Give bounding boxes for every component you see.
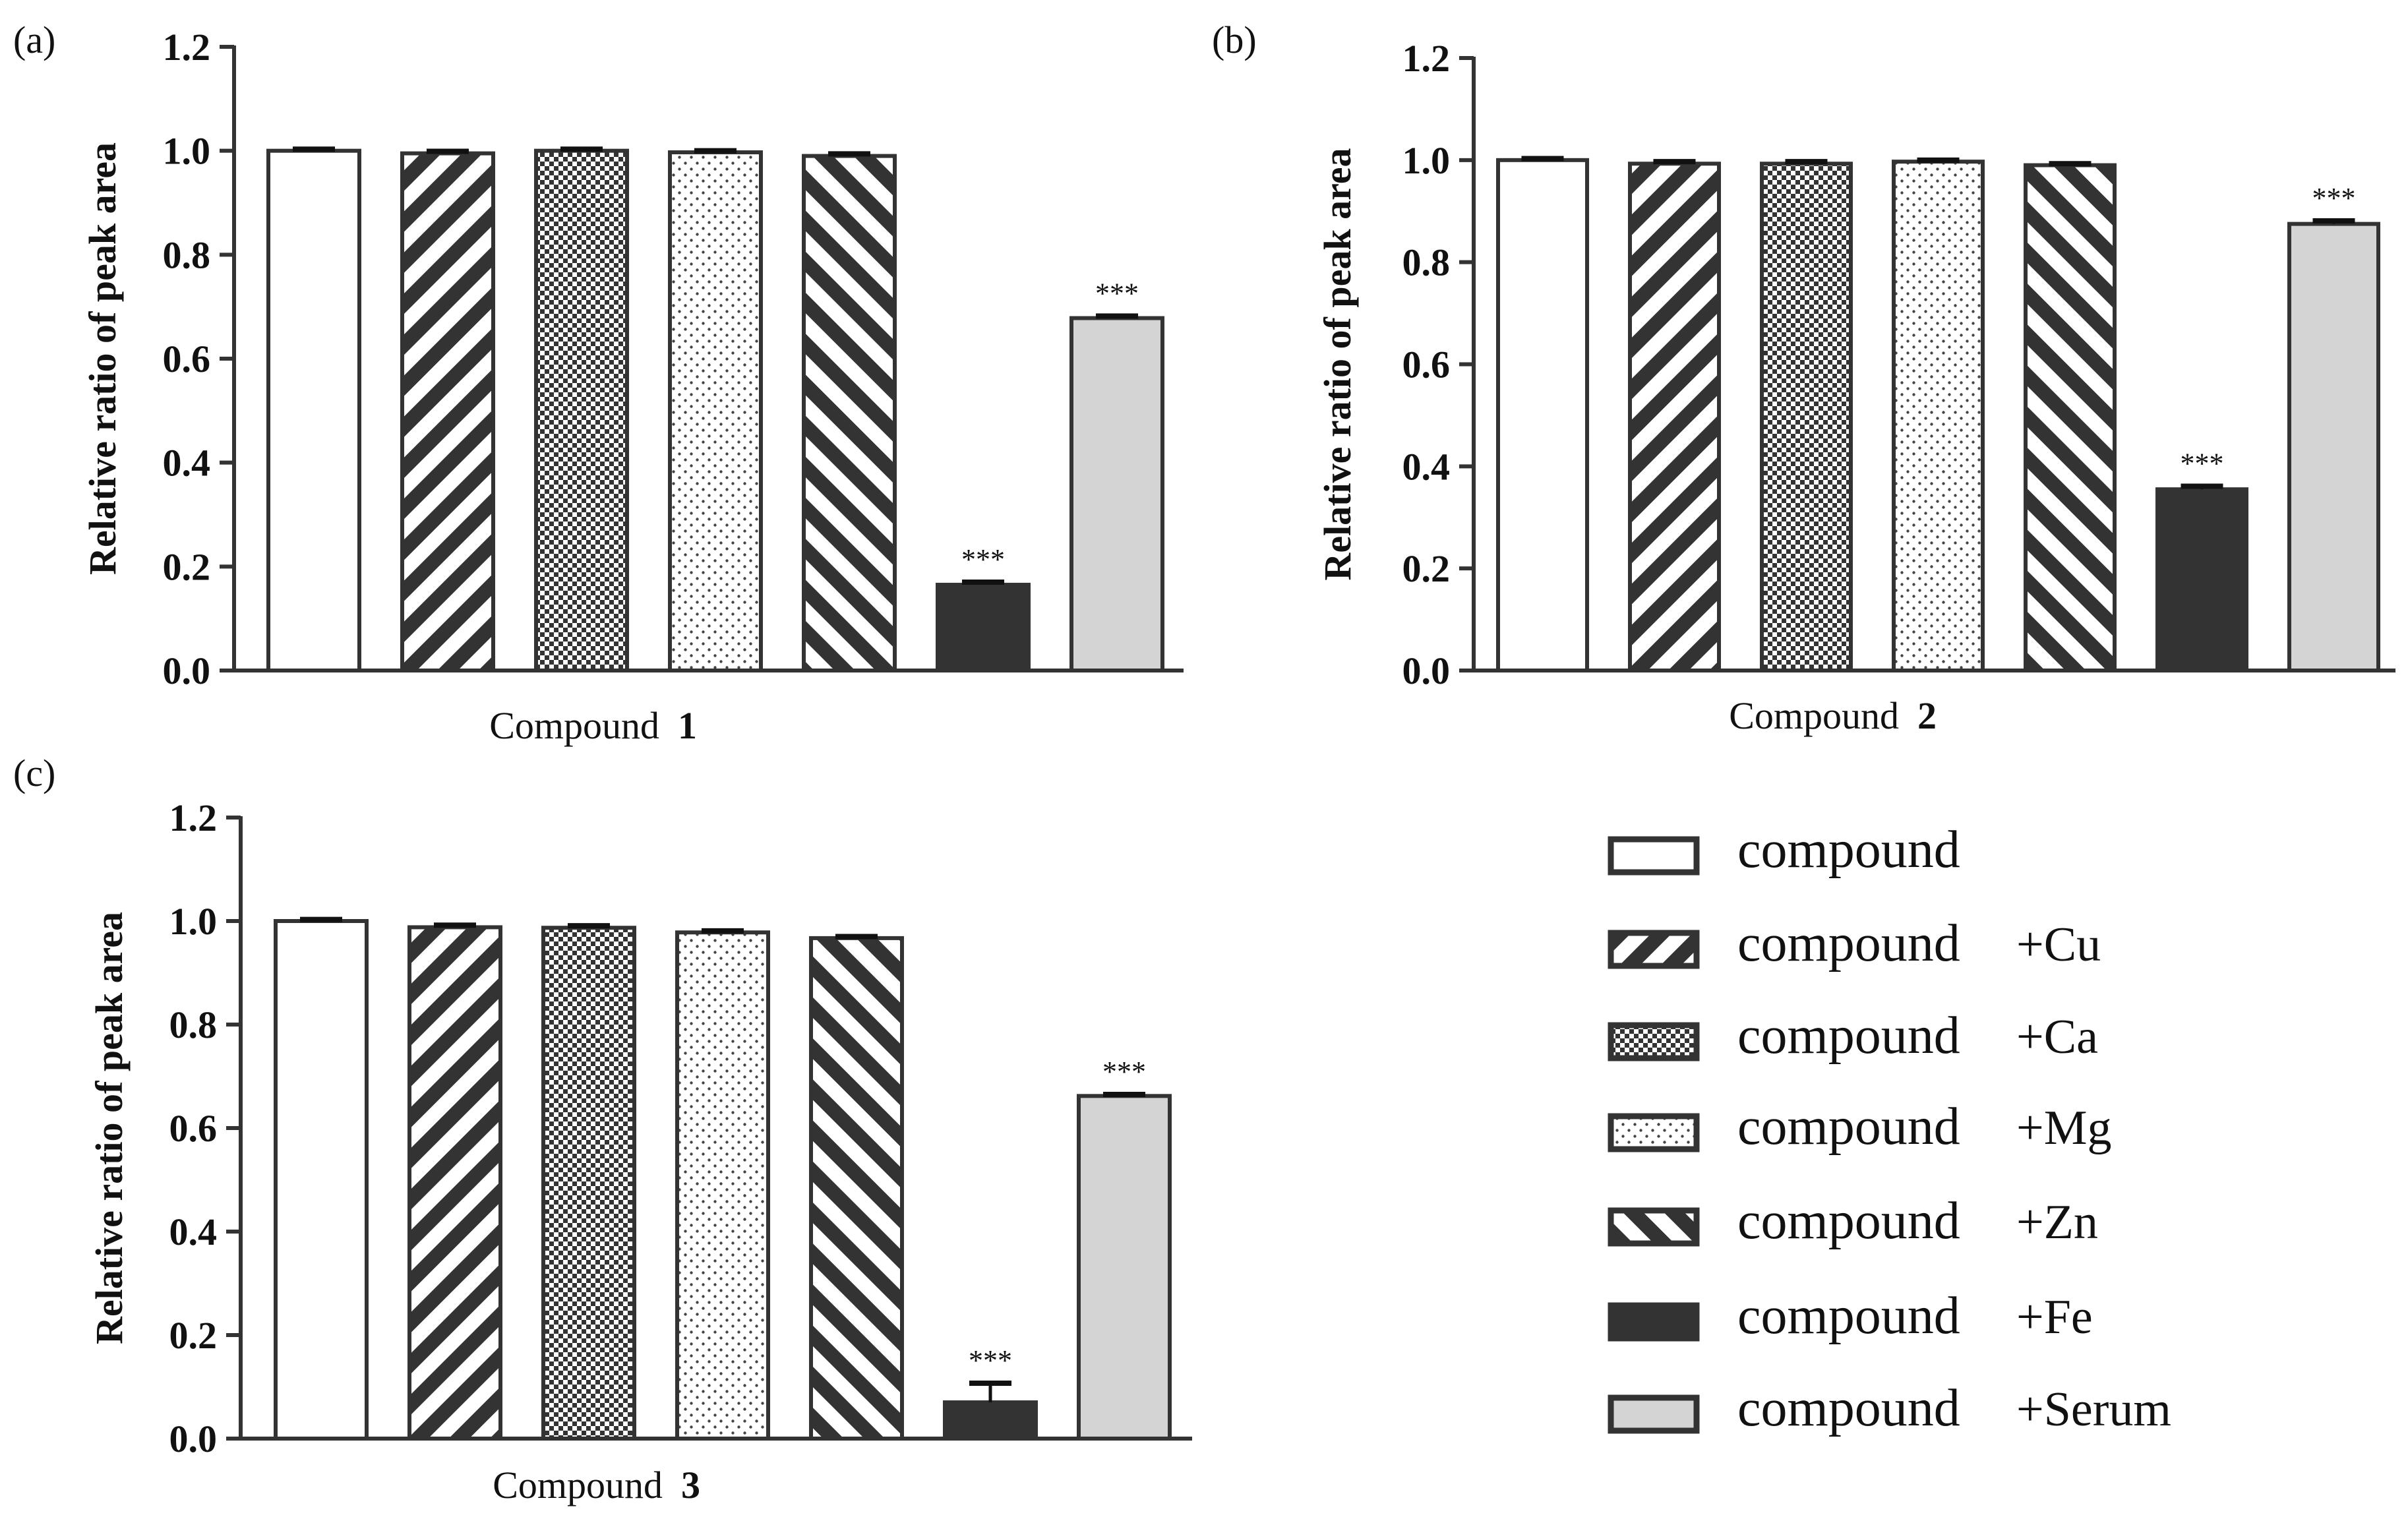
- significance-label: ***: [969, 1344, 1012, 1377]
- legend-suffix: +Fe: [2016, 1290, 2093, 1344]
- legend-suffix: +Cu: [2016, 918, 2101, 972]
- bar-plain: [1496, 158, 1589, 673]
- y-tick-label: 0.6: [169, 1107, 218, 1150]
- y-axis-label: Relative ratio of peak area: [81, 142, 124, 575]
- y-tick-label: 1.0: [1402, 139, 1451, 182]
- y-tick-label: 0.6: [1402, 343, 1451, 386]
- significance-label: ***: [961, 543, 1005, 576]
- y-tick-label: 0.8: [163, 233, 211, 276]
- legend: compound compound +Cu compound +Ca compound +M…: [1608, 821, 2171, 1437]
- y-tick-label: 0.4: [169, 1210, 218, 1253]
- y-tick-label: 0.8: [169, 1003, 218, 1046]
- x-axis-label: Compound: [489, 704, 659, 747]
- x-axis-compound-number: 3: [681, 1464, 700, 1506]
- bar-dots: [1892, 160, 1985, 673]
- x-axis-compound-number: 2: [1917, 694, 1937, 737]
- legend-label: compound: [1737, 1007, 1960, 1065]
- bar-diag-back: [400, 151, 495, 672]
- legend-suffix: +Zn: [2016, 1195, 2098, 1249]
- bar-plain: [274, 919, 369, 1441]
- bar-diag-back: [1628, 162, 1721, 672]
- x-axis-compound-number: 1: [678, 704, 697, 747]
- y-tick-label: 0.4: [163, 442, 211, 485]
- y-tick-label: 0.0: [1402, 649, 1451, 692]
- bar-checker: [1760, 162, 1853, 672]
- bar-serum: [1077, 1094, 1172, 1441]
- bar-serum: [2287, 222, 2380, 672]
- panel-label: (a): [13, 18, 55, 61]
- panel-label: (b): [1212, 18, 1257, 61]
- bar-diag-fwd: [809, 936, 904, 1441]
- legend-swatch-diag-back: [1608, 930, 1700, 969]
- bar-diag-fwd: [802, 154, 897, 673]
- y-axis-label: Relative ratio of peak area: [88, 912, 131, 1344]
- y-tick-label: 1.0: [169, 900, 218, 943]
- legend-suffix: +Mg: [2016, 1101, 2112, 1155]
- y-tick-label: 0.6: [163, 338, 211, 380]
- bar-fe: [943, 1400, 1038, 1441]
- panel-label: (c): [13, 752, 55, 794]
- bar-dots: [668, 150, 763, 672]
- y-tick-label: 1.2: [1402, 37, 1451, 80]
- y-tick-label: 0.2: [169, 1314, 218, 1357]
- legend-suffix: +Serum: [2016, 1383, 2171, 1437]
- y-tick-label: 0.0: [169, 1417, 218, 1460]
- bar-checker: [541, 926, 636, 1441]
- bar-dots: [675, 930, 770, 1441]
- legend-swatch-serum: [1608, 1394, 1700, 1434]
- x-axis-label: Compound: [1729, 694, 1899, 737]
- y-axis-label: Relative ratio of peak area: [1316, 148, 1359, 580]
- bar-fe: [936, 582, 1031, 672]
- bar-plain: [266, 148, 361, 672]
- legend-label: compound: [1737, 1098, 1960, 1156]
- bar-serum: [1069, 316, 1164, 672]
- bar-fe: [2155, 487, 2248, 672]
- legend-label: compound: [1737, 821, 1960, 879]
- y-tick-label: 1.2: [169, 796, 218, 839]
- legend-label: compound: [1737, 1192, 1960, 1250]
- significance-label: ***: [1102, 1056, 1146, 1088]
- y-tick-label: 0.4: [1402, 445, 1451, 488]
- legend-swatch-fe: [1608, 1302, 1700, 1342]
- legend-label: compound: [1737, 914, 1960, 972]
- legend-swatch-dots: [1608, 1113, 1700, 1152]
- bar-diag-fwd: [2024, 163, 2117, 672]
- bar-checker: [534, 148, 629, 672]
- significance-label: ***: [2181, 448, 2224, 480]
- y-tick-label: 0.0: [163, 649, 211, 692]
- y-tick-label: 0.2: [1402, 547, 1451, 590]
- x-axis-label: Compound: [493, 1464, 663, 1506]
- y-tick-label: 1.0: [163, 130, 211, 173]
- y-tick-label: 0.2: [163, 545, 211, 588]
- significance-label: ***: [2312, 182, 2356, 214]
- legend-label: compound: [1737, 1379, 1960, 1437]
- legend-suffix: +Ca: [2016, 1010, 2098, 1064]
- y-tick-label: 1.2: [163, 26, 211, 69]
- legend-swatch-checker: [1608, 1022, 1700, 1061]
- significance-label: ***: [1095, 277, 1139, 309]
- chart-panel-a: (a) Relative ratio of peak area 0.0 0.2 0.4 0…: [13, 18, 1184, 747]
- chart-panel-c: (c) Relative ratio of peak area 0.0 0.2 0.4 0…: [13, 752, 1192, 1506]
- chart-panel-b: (b) Relative ratio of peak area 0.0 0.2 0.4 0…: [1212, 18, 2395, 737]
- y-tick-label: 0.8: [1402, 241, 1451, 284]
- bar-diag-back: [407, 925, 502, 1441]
- legend-label: compound: [1737, 1287, 1960, 1345]
- legend-swatch-diag-fwd: [1608, 1207, 1700, 1247]
- legend-swatch-plain: [1608, 836, 1700, 876]
